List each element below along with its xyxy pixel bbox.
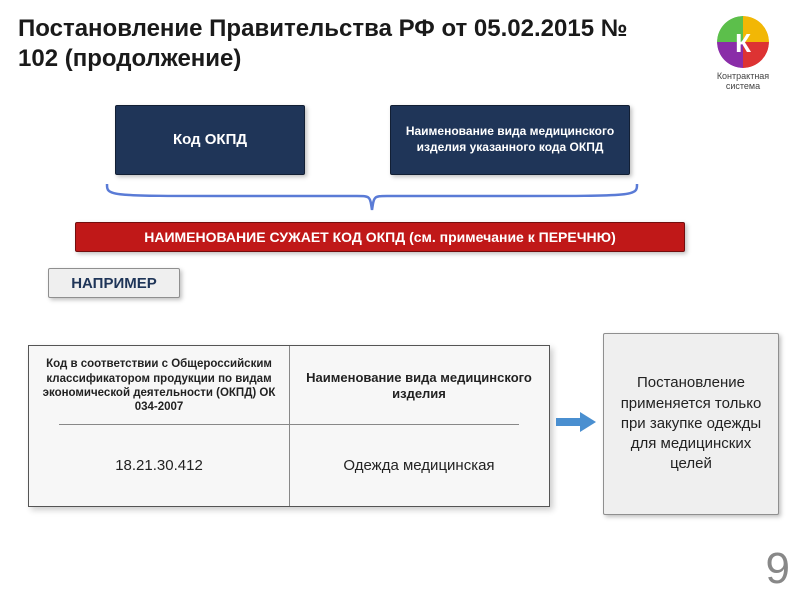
svg-text:К: К xyxy=(735,28,751,58)
example-table: Код в соответствии с Общероссийским клас… xyxy=(28,345,550,507)
example-label-box: НАПРИМЕР xyxy=(48,268,180,298)
example-label: НАПРИМЕР xyxy=(71,275,157,292)
box-okpd-code-label: Код ОКПД xyxy=(173,130,247,150)
note-text: Постановление применяется только при зак… xyxy=(614,373,768,474)
bracket-icon xyxy=(102,182,642,212)
logo-caption: Контрактная система xyxy=(708,72,778,92)
logo-icon: К xyxy=(717,16,769,68)
arrow-icon xyxy=(556,410,596,434)
table-header-name: Наименование вида медицинского изделия xyxy=(289,352,549,420)
table-header-code: Код в соответствии с Общероссийским клас… xyxy=(29,352,289,420)
table-cell-name: Одежда медицинская xyxy=(289,434,549,496)
box-okpd-code: Код ОКПД xyxy=(115,105,305,175)
red-note-text: НАИМЕНОВАНИЕ СУЖАЕТ КОД ОКПД (см. примеч… xyxy=(144,229,616,245)
logo: К Контрактная система xyxy=(708,16,778,92)
page-title: Постановление Правительства РФ от 05.02.… xyxy=(18,14,638,74)
table-head-divider xyxy=(59,424,519,425)
note-box: Постановление применяется только при зак… xyxy=(603,333,779,515)
table-cell-code: 18.21.30.412 xyxy=(29,434,289,496)
page-number: 9 xyxy=(766,544,790,594)
red-note-bar: НАИМЕНОВАНИЕ СУЖАЕТ КОД ОКПД (см. примеч… xyxy=(75,222,685,252)
box-product-name-label: Наименование вида медицинского изделия у… xyxy=(401,124,619,155)
box-product-name: Наименование вида медицинского изделия у… xyxy=(390,105,630,175)
